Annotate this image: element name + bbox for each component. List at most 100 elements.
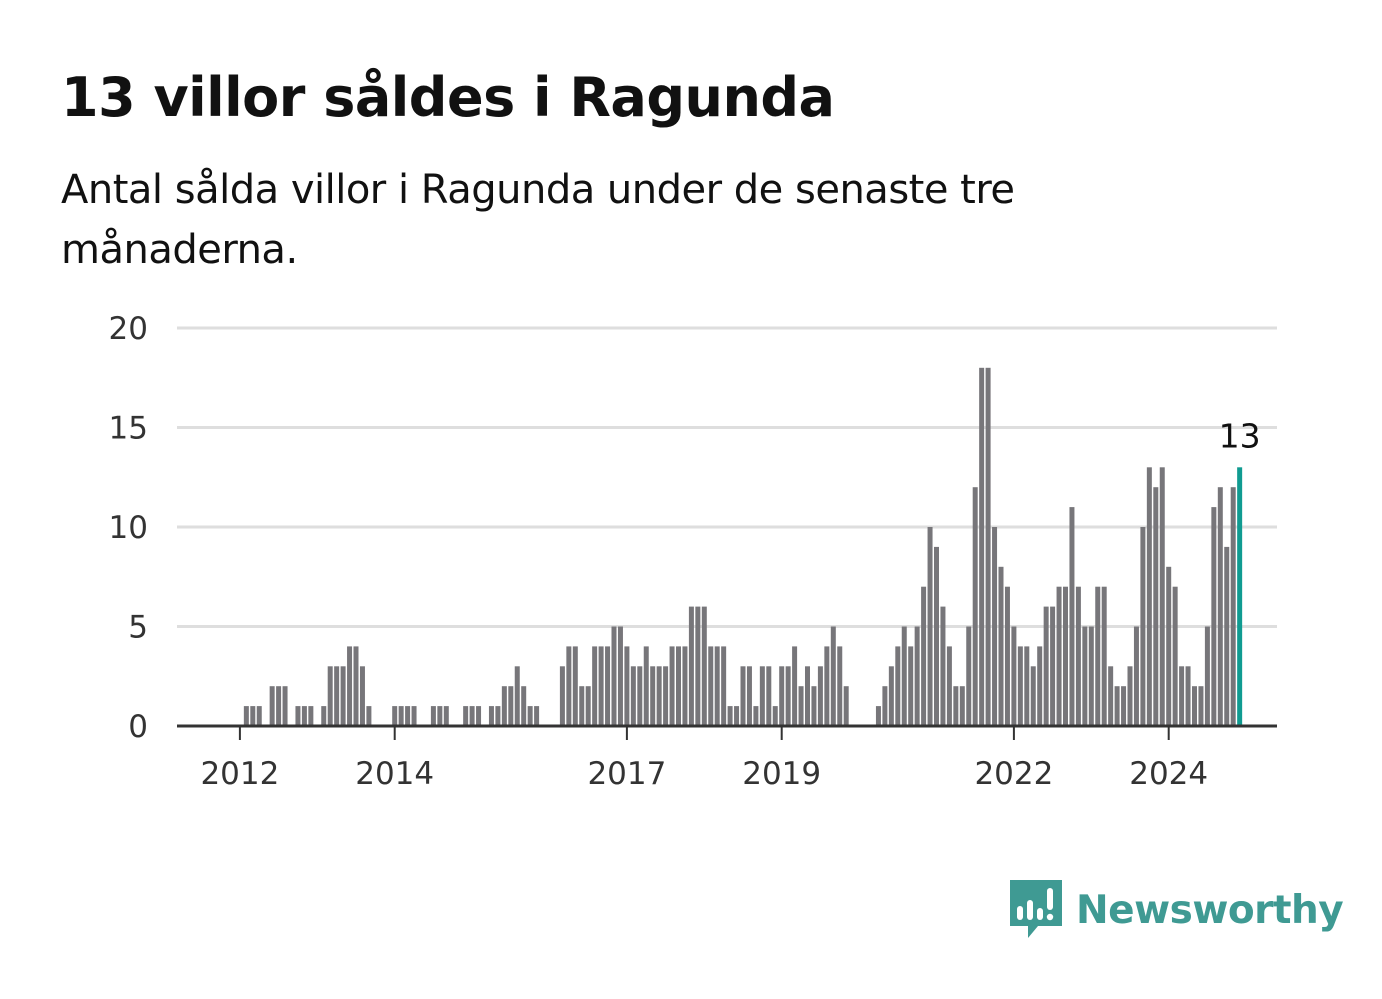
x-tick-label: 2014: [355, 756, 434, 792]
bar: [527, 706, 533, 726]
bar: [1011, 626, 1017, 726]
highlight-value-label: 13: [1219, 416, 1261, 455]
bar: [269, 686, 275, 726]
bar: [682, 646, 688, 726]
bar: [308, 706, 314, 726]
bar: [772, 706, 778, 726]
bar: [946, 646, 952, 726]
bar: [250, 706, 256, 726]
x-tick-label: 2024: [1129, 756, 1208, 792]
x-tick-label: 2019: [742, 756, 821, 792]
bar: [1095, 586, 1101, 726]
x-tick-label: 2017: [587, 756, 666, 792]
x-axis-tick-labels: 2012 2014 2017 2019 2022 2024: [200, 756, 1208, 792]
bars: [243, 367, 1243, 726]
bar: [295, 706, 301, 726]
bar: [514, 666, 520, 726]
bar: [1075, 586, 1081, 726]
bar: [779, 666, 785, 726]
bar: [1063, 586, 1068, 726]
bar: [1114, 686, 1120, 726]
bar: [895, 646, 901, 726]
bar: [405, 706, 411, 726]
y-tick-label: 0: [128, 709, 148, 745]
bar: [1127, 666, 1133, 726]
bar: [1172, 586, 1178, 726]
bar: [572, 646, 578, 726]
bar: [630, 666, 636, 726]
bar: [708, 646, 714, 726]
bar: [766, 666, 772, 726]
bar: [579, 686, 585, 726]
bar: [1217, 487, 1223, 726]
bar: [966, 626, 972, 726]
bar: [1224, 546, 1230, 726]
y-tick-label: 20: [109, 311, 148, 347]
bar: [1069, 507, 1075, 726]
bar: [340, 666, 346, 726]
bar: [908, 646, 914, 726]
bar: [1004, 586, 1010, 726]
bar: [443, 706, 449, 726]
bar: [1101, 586, 1107, 726]
bar: [1198, 686, 1204, 726]
bar: [1088, 626, 1094, 726]
bar: [830, 626, 836, 726]
bar: [875, 706, 881, 726]
bar: [1192, 686, 1197, 726]
bar: [585, 686, 591, 726]
bar: [824, 646, 830, 726]
bar: [811, 686, 817, 726]
chart-title: 13 villor såldes i Ragunda: [61, 66, 835, 129]
bar: [1017, 646, 1023, 726]
bar-chart: 0 5 10 15 20 2012 2014 2017 2019 2022 2024 13: [109, 311, 1277, 792]
bar: [805, 666, 810, 726]
bar: [301, 706, 307, 726]
bar: [1043, 606, 1049, 726]
bar: [901, 626, 907, 726]
bar: [888, 666, 894, 726]
bar: [521, 686, 527, 726]
bar: [934, 546, 939, 726]
bar: [992, 527, 998, 726]
bar: [1211, 507, 1217, 726]
bar: [1166, 566, 1172, 726]
y-tick-label: 10: [109, 510, 148, 546]
bar: [508, 686, 514, 726]
bar: [882, 686, 888, 726]
bar: [624, 646, 630, 726]
bar: [792, 646, 798, 726]
bar: [959, 686, 965, 726]
bar: [495, 706, 501, 726]
bar: [785, 666, 791, 726]
bar: [663, 666, 669, 726]
gridlines: [177, 326, 1277, 628]
bar: [592, 646, 598, 726]
bar: [837, 646, 843, 726]
bar: [1204, 626, 1210, 726]
bar: [921, 586, 927, 726]
newsworthy-logo: Newsworthy: [1010, 878, 1344, 942]
bar: [321, 706, 327, 726]
bar: [746, 666, 752, 726]
bar: [701, 606, 707, 726]
bar: [798, 686, 804, 726]
bar: [476, 706, 482, 726]
bar: [566, 646, 572, 726]
bar: [469, 706, 475, 726]
bar: [1108, 666, 1114, 726]
x-tick-label: 2012: [200, 756, 279, 792]
bar: [347, 646, 353, 726]
bar: [695, 606, 701, 726]
bar: [727, 706, 733, 726]
bar: [276, 686, 282, 726]
bar: [669, 646, 675, 726]
bar: [985, 367, 991, 726]
bar: [534, 706, 540, 726]
bar: [1179, 666, 1185, 726]
bar: [1030, 666, 1036, 726]
bar: [256, 706, 262, 726]
annotations: 13: [1219, 416, 1261, 455]
bar: [740, 666, 746, 726]
bar: [688, 606, 694, 726]
